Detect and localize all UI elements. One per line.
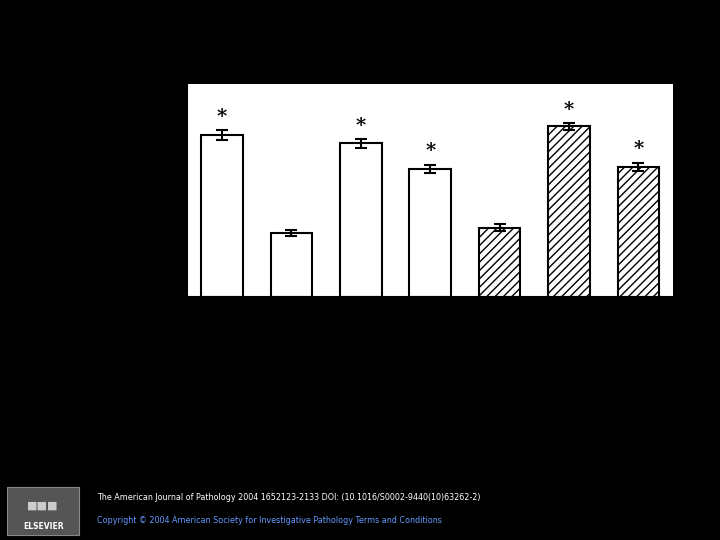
Text: *: * bbox=[564, 100, 574, 119]
Bar bbox=[7, 487, 79, 535]
Text: Copyright © 2004 American Society for Investigative Pathology Terms and Conditio: Copyright © 2004 American Society for In… bbox=[97, 516, 442, 525]
Text: Figure 4: Figure 4 bbox=[329, 19, 391, 34]
Text: ■■■: ■■■ bbox=[27, 501, 59, 511]
Bar bbox=[618, 167, 660, 297]
Bar bbox=[548, 126, 590, 297]
Text: The American Journal of Pathology 2004 1652123-2133 DOI: (10.1016/S0002-9440(10): The American Journal of Pathology 2004 1… bbox=[97, 493, 481, 502]
Bar bbox=[479, 228, 521, 297]
Bar bbox=[201, 135, 243, 297]
Text: ELSEVIER: ELSEVIER bbox=[23, 522, 63, 531]
Y-axis label: Parasite burden (LDU): Parasite burden (LDU) bbox=[117, 93, 131, 287]
Text: *: * bbox=[634, 140, 644, 158]
Text: *: * bbox=[425, 143, 436, 160]
Bar bbox=[340, 144, 382, 297]
Bar bbox=[271, 233, 312, 297]
Text: *: * bbox=[217, 107, 227, 125]
Bar bbox=[410, 169, 451, 297]
Text: *: * bbox=[356, 117, 366, 135]
